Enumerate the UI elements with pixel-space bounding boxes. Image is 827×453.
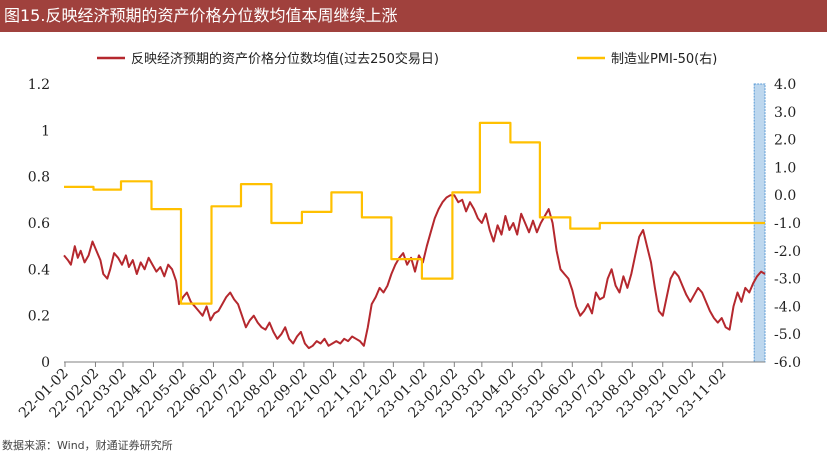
right-y-tick-label: -4.0 <box>774 299 801 315</box>
x-axis: 22-01-0222-02-0222-03-0222-04-0222-05-02… <box>16 362 730 421</box>
right-y-tick-label: -1.0 <box>774 216 801 232</box>
chart-title-bar: 图15.反映经济预期的资产价格分位数均值本周继续上涨 <box>0 0 827 32</box>
left-y-tick-label: 0.8 <box>28 170 50 186</box>
right-y-tick-label: -3.0 <box>774 272 801 288</box>
left-y-tick-label: 0.4 <box>28 262 50 278</box>
source-note: 数据来源：Wind，财通证券研究所 <box>2 439 173 452</box>
left-y-tick-label: 0 <box>41 355 50 371</box>
right-y-tick-label: 2.0 <box>774 133 796 149</box>
series-layer <box>63 121 766 350</box>
right-y-tick-label: -2.0 <box>774 244 801 260</box>
chart-title: 图15.反映经济预期的资产价格分位数均值本周继续上涨 <box>4 6 398 25</box>
legend-item-right-series: 制造业PMI-50(右) <box>577 52 717 67</box>
right-y-tick-label: 0.0 <box>774 188 796 204</box>
right-y-tick-label: -5.0 <box>774 327 801 343</box>
left-y-tick-label: 0.6 <box>28 216 50 232</box>
legend-label-left-series: 反映经济预期的资产价格分位数均值(过去250交易日) <box>131 51 439 67</box>
legend-item-left-series: 反映经济预期的资产价格分位数均值(过去250交易日) <box>97 51 439 67</box>
left-y-tick-label: 1.2 <box>28 77 50 93</box>
right-y-tick-label: 4.0 <box>774 77 796 93</box>
legend: 反映经济预期的资产价格分位数均值(过去250交易日) 制造业PMI-50(右) <box>97 51 717 67</box>
right-y-axis: 4.0 3.0 2.0 1.0 0.0 -1.0 -2.0 -3.0 -4.0 -5.0 -6.0 <box>774 77 801 371</box>
left-y-tick-label: 0.2 <box>28 309 50 325</box>
legend-label-right-series: 制造业PMI-50(右) <box>611 52 717 67</box>
right-y-tick-label: -6.0 <box>774 355 801 371</box>
series-line-asset-price-percentile <box>63 194 766 350</box>
series-line-pmi <box>64 121 765 305</box>
chart: 22-01-0222-02-0222-03-0222-04-0222-05-02… <box>16 51 801 421</box>
left-y-tick-label: 1 <box>41 123 50 139</box>
right-y-tick-label: 3.0 <box>774 105 796 121</box>
left-y-axis: 1.2 1 0.8 0.6 0.4 0.2 0 <box>28 77 50 371</box>
right-y-tick-label: 1.0 <box>774 160 796 176</box>
